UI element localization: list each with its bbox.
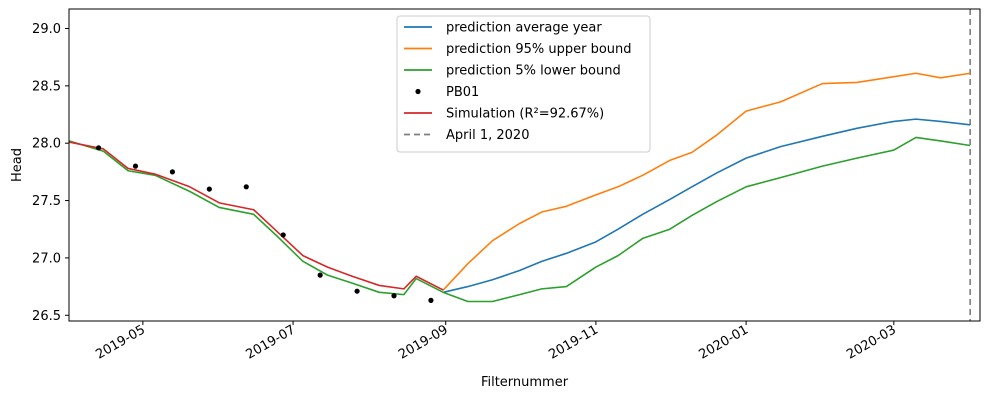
plot-area xyxy=(69,9,971,321)
legend: prediction average year prediction 95% up… xyxy=(396,15,651,153)
y-tick-label: 28.0 xyxy=(32,137,61,152)
pb01-point xyxy=(243,184,249,190)
series-line-4 xyxy=(69,141,444,291)
pb01-point xyxy=(132,163,139,169)
legend-frame xyxy=(396,15,651,153)
y-axis-label: Head xyxy=(10,148,25,182)
y-axis-ticks: 26.5 27.0 27.5 28.0 28.5 29.0 xyxy=(32,22,69,324)
x-axis-label: Filternummer xyxy=(481,375,569,390)
pb01-point xyxy=(95,145,102,151)
legend-label: PB01 xyxy=(446,85,479,100)
y-tick-label: 26.5 xyxy=(32,309,61,324)
legend-label: prediction average year xyxy=(446,21,602,36)
pb01-point xyxy=(169,169,176,175)
pb01-point xyxy=(280,232,286,238)
legend-label: Simulation (R²=92.67%) xyxy=(446,107,604,122)
y-tick-label: 29.0 xyxy=(32,22,61,37)
plot-frame xyxy=(68,8,981,322)
y-tick-label: 28.5 xyxy=(32,79,61,94)
series-line-2 xyxy=(69,136,971,303)
series-line-0 xyxy=(443,118,971,294)
pb01-point xyxy=(391,293,397,299)
y-tick-label: 27.5 xyxy=(32,194,61,209)
legend-handle xyxy=(415,88,421,95)
legend-label: prediction 95% upper bound xyxy=(446,42,632,57)
pb01-point xyxy=(428,297,434,303)
pb01-point xyxy=(354,288,360,294)
y-tick-label: 27.0 xyxy=(32,251,61,266)
legend-label: April 1, 2020 xyxy=(446,128,529,143)
pb01-point xyxy=(317,272,323,278)
series-line-1 xyxy=(442,72,971,291)
legend-label: prediction 5% lower bound xyxy=(446,64,621,79)
pb01-point xyxy=(206,186,212,192)
